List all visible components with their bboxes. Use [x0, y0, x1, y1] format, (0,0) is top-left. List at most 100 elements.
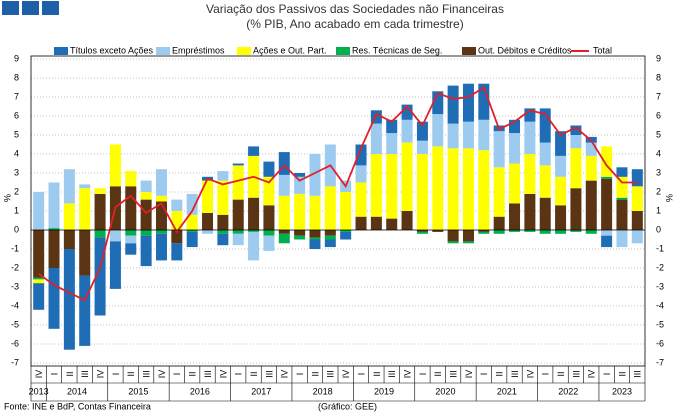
bar	[631, 169, 643, 187]
bar	[585, 230, 597, 234]
y2-tick-label: 0	[656, 224, 661, 234]
x-tick-label: I	[49, 373, 59, 376]
bar	[493, 167, 505, 217]
bar	[524, 193, 536, 230]
bar	[33, 283, 45, 310]
bar	[370, 154, 382, 217]
bar	[601, 235, 613, 248]
bar	[324, 186, 336, 230]
bar	[33, 279, 45, 284]
bar	[631, 186, 643, 211]
bar	[125, 235, 137, 244]
bar	[616, 176, 628, 198]
bar	[416, 230, 428, 232]
bar	[140, 180, 152, 192]
y2-tick-label: 3	[656, 167, 661, 177]
bar	[263, 235, 275, 251]
bar	[401, 142, 413, 211]
year-label: 2015	[128, 386, 148, 396]
legend-label: Títulos exceto Ações	[70, 45, 154, 55]
bar	[263, 205, 275, 230]
x-tick-label: II	[433, 371, 443, 376]
y-tick-label: 2	[14, 186, 19, 196]
bar	[601, 146, 613, 177]
y2-tick-label: -3	[656, 281, 664, 291]
y2-tick-label: 4	[656, 148, 661, 158]
bar	[524, 154, 536, 194]
bar	[524, 121, 536, 154]
y-tick-label: 6	[14, 110, 19, 120]
bar	[447, 241, 459, 244]
bar	[447, 148, 459, 230]
bar	[355, 182, 367, 217]
year-label: 2019	[374, 386, 394, 396]
bar	[294, 176, 306, 194]
bar	[94, 230, 106, 238]
x-tick-label: II	[249, 371, 259, 376]
x-tick-label: IV	[95, 370, 105, 379]
legend-label: Ações e Out. Part.	[253, 45, 327, 55]
x-tick-label: II	[188, 371, 198, 376]
y2-tick-label: -2	[656, 262, 664, 272]
logo-block	[2, 1, 19, 15]
bar	[217, 171, 229, 181]
bar	[63, 203, 75, 230]
x-tick-label: IV	[525, 370, 535, 379]
bar	[140, 230, 152, 236]
bar	[248, 230, 260, 232]
bar	[63, 169, 75, 204]
bar	[370, 216, 382, 230]
y-tick-label: -2	[11, 262, 19, 272]
bar	[263, 230, 275, 236]
bar	[140, 235, 152, 267]
bar	[416, 231, 428, 234]
y2-tick-label: -4	[656, 300, 664, 310]
bar	[232, 165, 244, 200]
bar	[416, 140, 428, 154]
x-tick-label: III	[326, 370, 336, 378]
bar	[509, 203, 521, 230]
bar	[48, 230, 60, 268]
bar	[202, 230, 214, 234]
bar	[447, 85, 459, 124]
bar	[79, 188, 91, 230]
bar	[79, 275, 91, 346]
y-tick-label: -5	[11, 319, 19, 329]
bar	[294, 173, 306, 177]
bar	[63, 249, 75, 350]
bar	[355, 144, 367, 166]
bar	[217, 214, 229, 230]
year-label: 2013	[29, 386, 49, 396]
bar	[79, 184, 91, 189]
y-tick-label: 4	[14, 148, 19, 158]
x-tick-label: I	[418, 373, 428, 376]
bar	[601, 176, 613, 179]
bar	[401, 211, 413, 230]
year-label: 2017	[251, 386, 271, 396]
bar	[263, 176, 275, 206]
bar	[94, 237, 106, 316]
bar	[340, 230, 352, 232]
bar	[555, 131, 567, 156]
bar	[248, 146, 260, 156]
bar	[493, 230, 505, 234]
bar	[555, 155, 567, 177]
bar	[232, 199, 244, 230]
x-tick-label: IV	[402, 370, 412, 379]
bar	[48, 228, 60, 230]
bar	[524, 230, 536, 232]
x-tick-label: I	[295, 373, 305, 376]
bar	[570, 230, 582, 232]
x-tick-label: I	[172, 373, 182, 376]
y2-tick-label: -1	[656, 243, 664, 253]
legend-label: Out. Débitos e Créditos	[478, 45, 572, 55]
logo-block	[42, 1, 59, 15]
bar	[616, 230, 628, 248]
bar	[462, 83, 474, 122]
bar	[601, 230, 613, 236]
bar	[462, 230, 474, 242]
year-label: 2020	[435, 386, 455, 396]
bar	[309, 154, 321, 196]
year-label: 2023	[612, 386, 632, 396]
